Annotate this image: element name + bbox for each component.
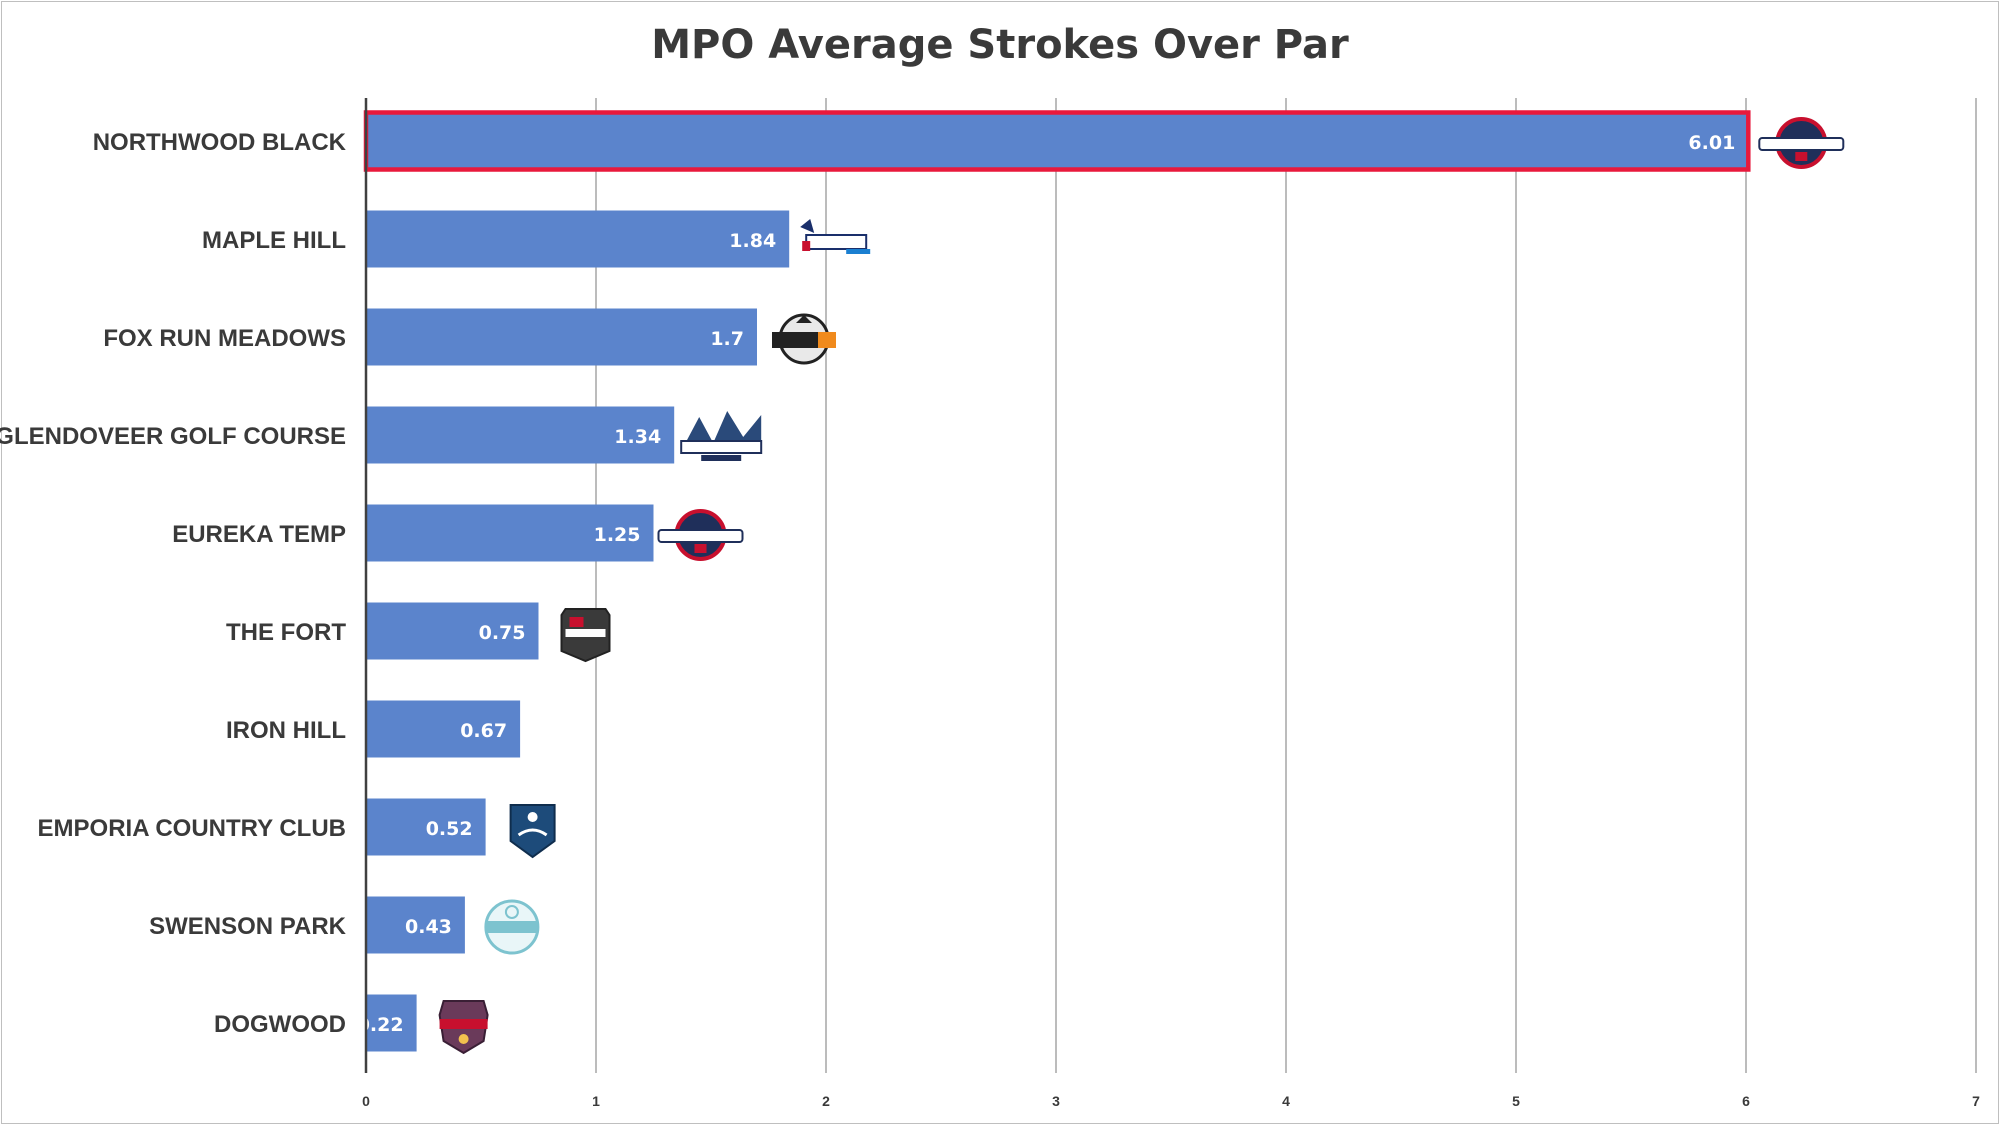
bar <box>366 700 521 758</box>
bar <box>366 798 486 856</box>
gmc-logo <box>772 313 836 365</box>
x-tick-label: 0 <box>362 1093 370 1109</box>
value-label: 0.75 <box>479 622 526 644</box>
category-label: EUREKA TEMP <box>172 521 346 548</box>
portland-open-logo <box>680 411 763 461</box>
x-tick-label: 6 <box>1742 1093 1750 1109</box>
ledgestone-logo <box>657 509 744 561</box>
value-label: 6.01 <box>1688 132 1735 154</box>
world-championships-logo <box>560 608 611 663</box>
emporia-logo <box>509 804 556 859</box>
bar <box>366 504 654 562</box>
mvp-open-logo <box>800 219 871 254</box>
bars: NORTHWOOD BLACK 6.01 MAPLE HILL 1.84 FOX RUN… <box>0 110 1845 1055</box>
axes: 0 1 2 3 4 5 6 7 <box>362 98 1980 1109</box>
value-label: 0.22 <box>357 1014 404 1036</box>
value-label: 0.67 <box>460 720 507 742</box>
bar <box>366 994 417 1052</box>
x-tick-label: 2 <box>822 1093 830 1109</box>
ledgestone-logo <box>1758 117 1845 169</box>
bar-highlighted <box>363 110 1751 172</box>
category-label: GLENDOVEER GOLF COURSE <box>0 423 346 450</box>
category-label: THE FORT <box>226 619 346 646</box>
category-label: NORTHWOOD BLACK <box>93 129 347 156</box>
category-label: DOGWOOD <box>214 1011 346 1038</box>
x-tick-label: 5 <box>1512 1093 1520 1109</box>
bar <box>366 602 539 660</box>
x-tick-label: 4 <box>1282 1093 1290 1109</box>
chart-title: MPO Average Strokes Over Par <box>651 22 1349 68</box>
value-label: 1.84 <box>729 230 776 252</box>
value-label: 0.52 <box>426 818 473 840</box>
otb-open-logo <box>484 899 540 955</box>
bar <box>366 308 757 366</box>
value-label: 1.7 <box>710 328 744 350</box>
x-tick-label: 7 <box>1972 1093 1980 1109</box>
category-label: IRON HILL <box>226 717 346 744</box>
value-label: 1.25 <box>594 524 641 546</box>
category-label: SWENSON PARK <box>149 913 347 940</box>
category-label: MAPLE HILL <box>202 227 346 254</box>
x-tick-label: 3 <box>1052 1093 1060 1109</box>
bar <box>366 210 790 268</box>
bar <box>366 406 675 464</box>
x-tick-label: 1 <box>592 1093 600 1109</box>
category-label: FOX RUN MEADOWS <box>103 325 346 352</box>
texas-state-logo <box>438 1000 489 1055</box>
category-label: EMPORIA COUNTRY CLUB <box>38 815 346 842</box>
bar <box>366 896 465 954</box>
value-label: 0.43 <box>405 916 452 938</box>
value-label: 1.34 <box>614 426 661 448</box>
